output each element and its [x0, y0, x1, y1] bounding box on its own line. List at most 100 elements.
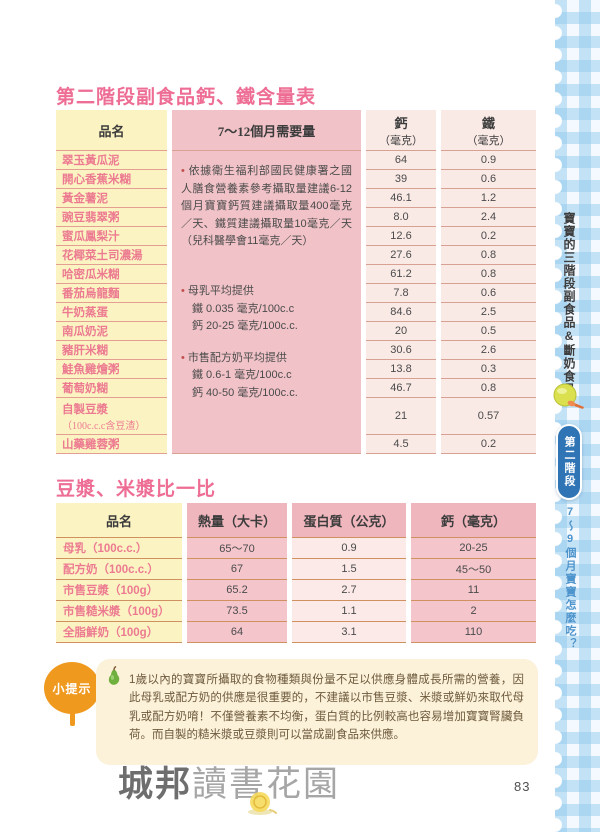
food-name-cell: 牛奶蒸蛋 [56, 303, 167, 322]
iron-cell: 0.2 [441, 435, 536, 454]
item-name-cell: 全脂鮮奶（100g） [56, 622, 182, 643]
col-header-name: 品名 [56, 110, 167, 151]
col-header-protein: 蛋白質（公克） [292, 503, 406, 538]
table-row: 黃金薯泥 46.1 1.2 [56, 189, 536, 208]
calories-cell: 67 [187, 559, 287, 580]
calcium-cell: 8.0 [366, 208, 436, 227]
calcium-cell: 21 [366, 398, 436, 435]
protein-cell: 3.1 [292, 622, 406, 643]
iron-cell: 0.2 [441, 227, 536, 246]
calories-cell: 73.5 [187, 601, 287, 622]
table-row: 蜜瓜鳳梨汁 12.6 0.2 [56, 227, 536, 246]
food-name-cell: 自製豆漿 （100c.c.c含豆渣） [56, 398, 167, 435]
calcium-cell: 11 [411, 580, 536, 601]
snail-icon [248, 792, 277, 815]
table-row: 豬肝米糊 30.6 2.6 [56, 341, 536, 360]
table-row: 翠玉黃瓜泥 • 依據衛生福利部國民健康署之國人膳食營養素參考攝取量建議6-12個月… [56, 151, 536, 454]
table-row: 哈密瓜米糊 61.2 0.8 [56, 265, 536, 284]
calcium-cell: 4.5 [366, 435, 436, 454]
bowl-spoon-icon [553, 383, 584, 409]
note-formula: • 市售配方奶平均提供 鐵 0.6-1 毫克/100c.c 鈣 40-50 毫克/… [181, 351, 298, 399]
calories-cell: 64 [187, 622, 287, 643]
calcium-iron-table: 品名 7～12個月需要量 鈣 （毫克） 鐵 （毫克） 翠玉黃瓜泥 • 依據衛生福利… [51, 110, 541, 454]
food-name-cell: 哈密瓜米糊 [56, 265, 167, 284]
calcium-cell: 84.6 [366, 303, 436, 322]
iron-cell: 0.3 [441, 360, 536, 379]
side-question: 7～9個月寶寶怎麼吃？ [564, 506, 576, 651]
table-row: 豌豆翡翠粥 8.0 2.4 [56, 208, 536, 227]
note-breastmilk: • 母乳平均提供 鐵 0.035 毫克/100c.c 鈣 20-25 毫克/100… [181, 284, 298, 333]
iron-cell: 0.6 [441, 284, 536, 303]
item-name-cell: 配方奶（100c.c.） [56, 559, 182, 580]
iron-cell: 2.5 [441, 303, 536, 322]
item-name-cell: 市售豆漿（100g） [56, 580, 182, 601]
note-intake: • 依據衛生福利部國民健康署之國人膳食營養素參考攝取量建議6-12個月寶寶鈣質建議… [181, 165, 352, 248]
table-row: 山藥雞蓉粥 4.5 0.2 [56, 435, 536, 454]
food-name-cell: 番茄烏龍麵 [56, 284, 167, 303]
food-name-cell: 豌豆翡翠粥 [56, 208, 167, 227]
calcium-cell: 20-25 [411, 538, 536, 559]
tip-label-balloon: 小提示 [44, 662, 100, 726]
food-name-cell: 蜜瓜鳳梨汁 [56, 227, 167, 246]
calcium-cell: 45～50 [411, 559, 536, 580]
calcium-cell: 110 [411, 622, 536, 643]
tip-box: 1歲以內的寶寶所攝取的食物種類與份量不足以供應身體成長所需的營養，因此母乳或配方… [96, 659, 538, 765]
col-header-calcium: 鈣 （毫克） [366, 110, 436, 151]
iron-cell: 0.8 [441, 246, 536, 265]
iron-cell: 2.4 [441, 208, 536, 227]
item-name-cell: 市售糙米漿（100g） [56, 601, 182, 622]
requirement-notes-cell: • 依據衛生福利部國民健康署之國人膳食營養素參考攝取量建議6-12個月寶寶鈣質建議… [172, 151, 361, 454]
protein-cell: 0.9 [292, 538, 406, 559]
pear-icon [108, 666, 120, 685]
calcium-cell: 30.6 [366, 341, 436, 360]
calcium-cell: 64 [366, 151, 436, 170]
iron-cell: 0.8 [441, 265, 536, 284]
calcium-cell: 39 [366, 170, 436, 189]
watermark: 城邦讀書花園 [118, 756, 340, 807]
table-row: 牛奶蒸蛋 84.6 2.5 [56, 303, 536, 322]
side-series-title: 寶寶的三階段副食品&斷奶食品 [562, 212, 576, 396]
col-header-calcium: 鈣（毫克） [411, 503, 536, 538]
food-name-cell: 南瓜奶泥 [56, 322, 167, 341]
food-name-cell: 鮭魚雞燴粥 [56, 360, 167, 379]
calories-cell: 65～70 [187, 538, 287, 559]
iron-cell: 1.2 [441, 189, 536, 208]
tip-text: 1歲以內的寶寶所攝取的食物種類與份量不足以供應身體成長所需的營養，因此母乳或配方… [129, 674, 524, 742]
table-row: 市售糙米漿（100g） 73.5 1.1 2 [56, 601, 536, 622]
stage-badge: 第二階段 [556, 424, 582, 500]
calcium-cell: 61.2 [366, 265, 436, 284]
milk-comparison-table: 品名 熱量（大卡） 蛋白質（公克） 鈣（毫克） 母乳（100c.c.） 65～70… [51, 503, 541, 643]
table-row: 全脂鮮奶（100g） 64 3.1 110 [56, 622, 536, 643]
iron-cell: 0.9 [441, 151, 536, 170]
food-name-cell: 山藥雞蓉粥 [56, 435, 167, 454]
protein-cell: 2.7 [292, 580, 406, 601]
calcium-cell: 46.1 [366, 189, 436, 208]
iron-cell: 0.6 [441, 170, 536, 189]
table-row: 開心香蕉米糊 39 0.6 [56, 170, 536, 189]
iron-cell: 0.5 [441, 322, 536, 341]
table-row: 花椰菜土司濃湯 27.6 0.8 [56, 246, 536, 265]
section1-title: 第二階段副食品鈣、鐵含量表 [56, 87, 317, 108]
col-header-name: 品名 [56, 503, 182, 538]
food-name-cell: 開心香蕉米糊 [56, 170, 167, 189]
col-header-calories: 熱量（大卡） [187, 503, 287, 538]
table-row: 鮭魚雞燴粥 13.8 0.3 [56, 360, 536, 379]
table-row: 南瓜奶泥 20 0.5 [56, 322, 536, 341]
iron-cell: 0.8 [441, 379, 536, 398]
col-header-iron: 鐵 （毫克） [441, 110, 536, 151]
food-name-cell: 豬肝米糊 [56, 341, 167, 360]
food-name-cell: 花椰菜土司濃湯 [56, 246, 167, 265]
table-row: 母乳（100c.c.） 65～70 0.9 20-25 [56, 538, 536, 559]
iron-cell: 0.57 [441, 398, 536, 435]
tip-label: 小提示 [52, 681, 92, 696]
gingham-border [555, 0, 600, 832]
col-header-need: 7～12個月需要量 [172, 110, 361, 151]
calcium-cell: 20 [366, 322, 436, 341]
calories-cell: 65.2 [187, 580, 287, 601]
table-row: 配方奶（100c.c.） 67 1.5 45～50 [56, 559, 536, 580]
header-row: 品名 7～12個月需要量 鈣 （毫克） 鐵 （毫克） [56, 110, 536, 151]
table-row: 葡萄奶糊 46.7 0.8 [56, 379, 536, 398]
header-row: 品名 熱量（大卡） 蛋白質（公克） 鈣（毫克） [56, 503, 536, 538]
calcium-cell: 27.6 [366, 246, 436, 265]
